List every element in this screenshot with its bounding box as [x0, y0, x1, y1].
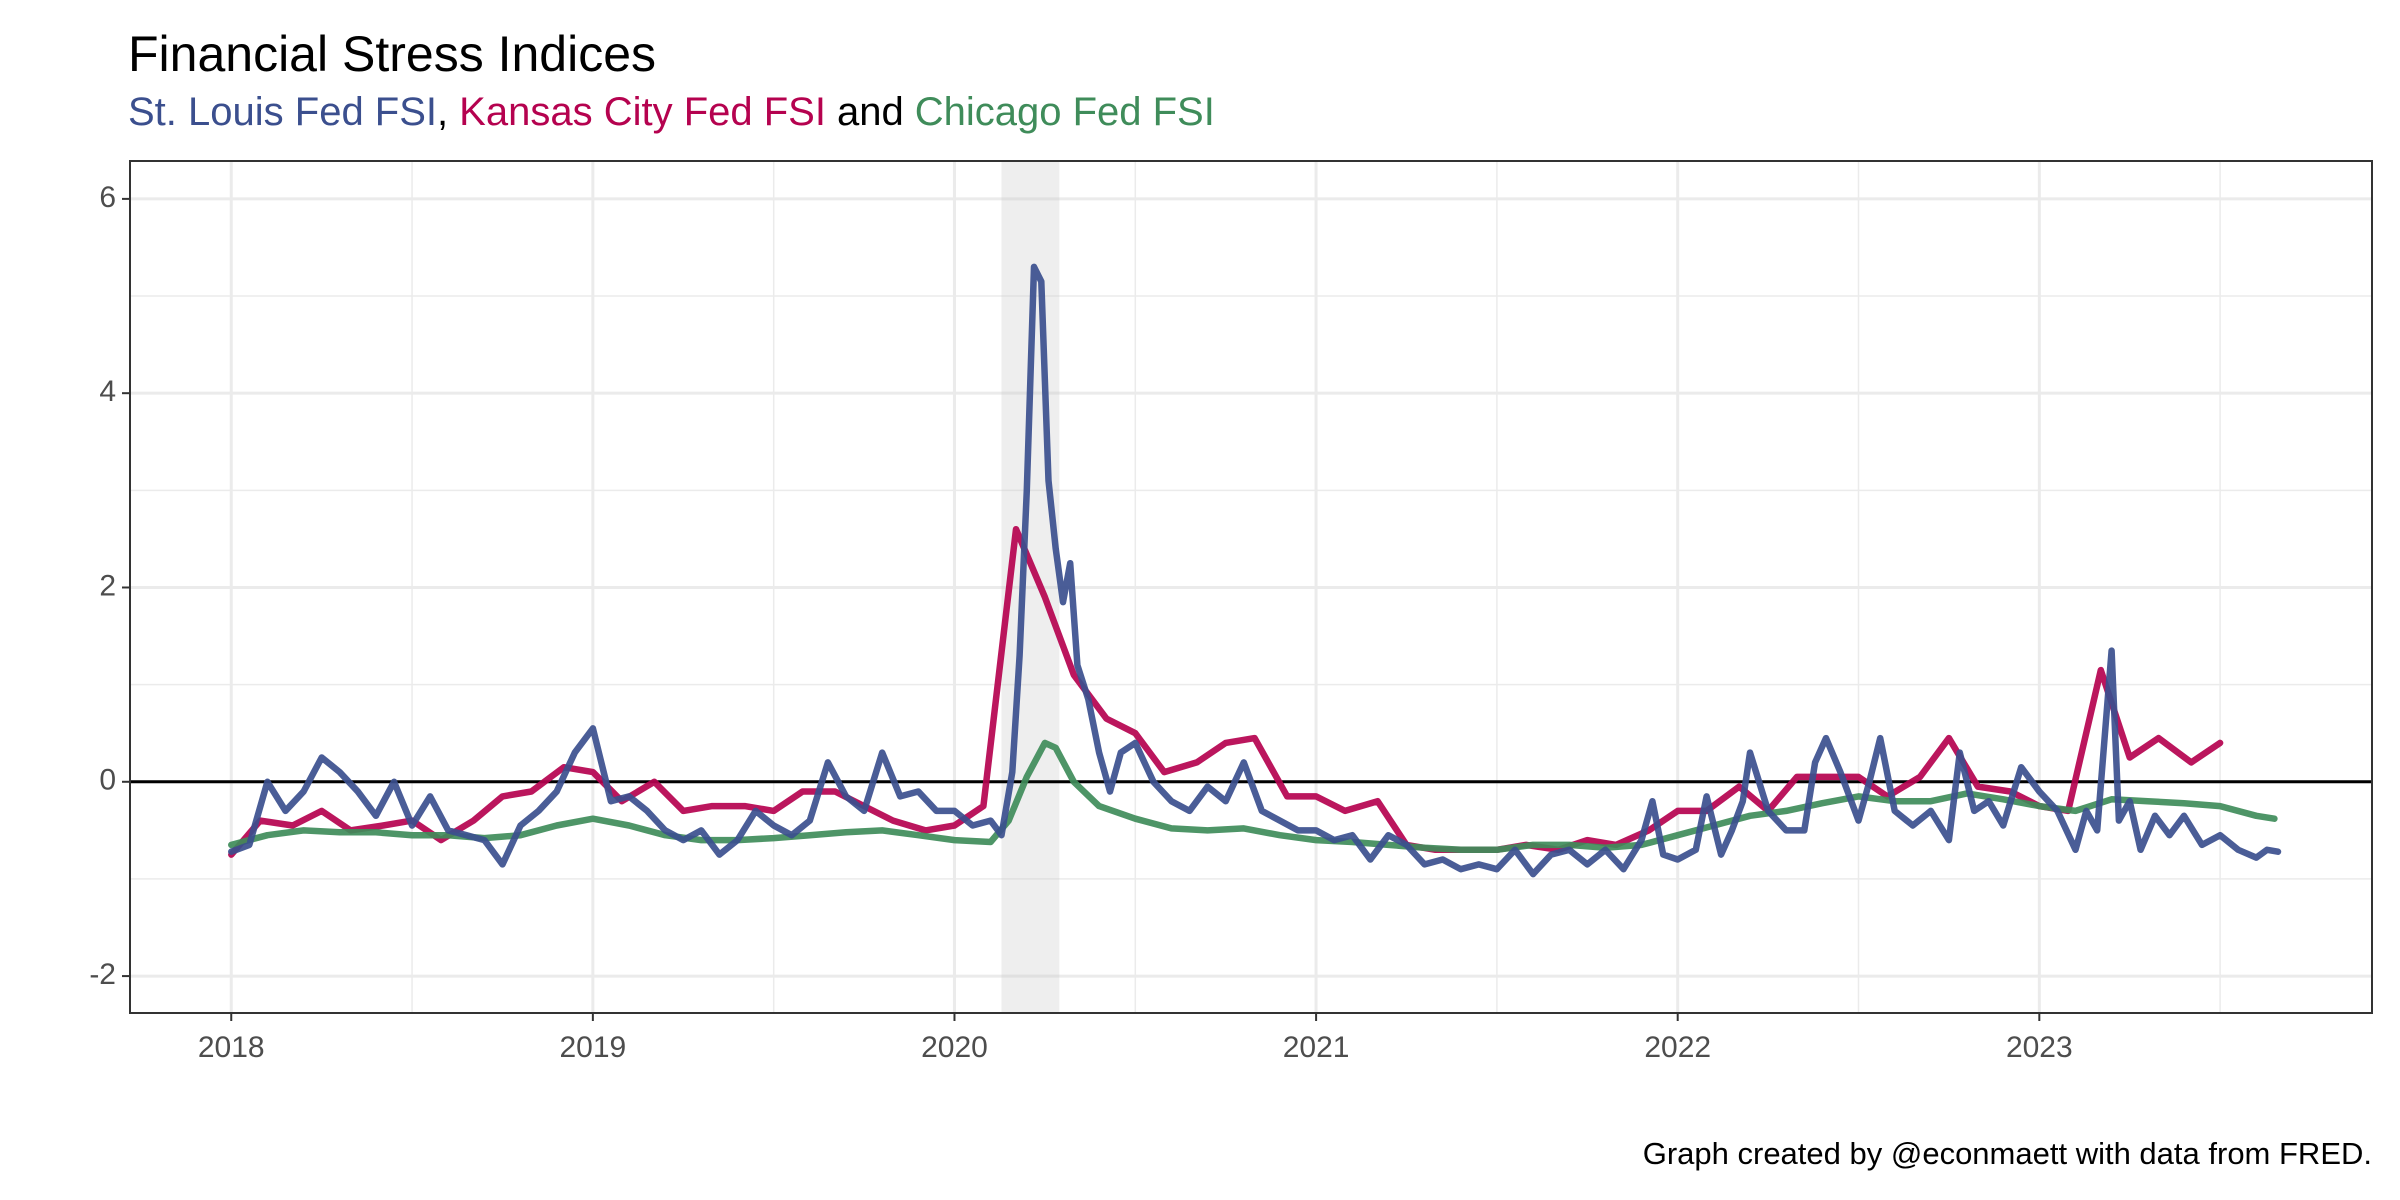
x-tick-label: 2020	[921, 1031, 988, 1064]
y-tick-label: 6	[99, 181, 116, 214]
chart-subtitle: St. Louis Fed FSI, Kansas City Fed FSI and…	[128, 90, 1215, 134]
x-tick-label: 2019	[559, 1031, 626, 1064]
series-line	[228, 263, 2282, 878]
x-tick-label: 2018	[198, 1031, 265, 1064]
x-tick-label: 2022	[1644, 1031, 1711, 1064]
y-tick-label: 4	[99, 375, 116, 408]
y-tick-label: 0	[99, 764, 116, 797]
subtitle-join: ,	[437, 90, 448, 134]
y-tick-label: 2	[99, 569, 116, 602]
legend-entry: St. Louis Fed FSI	[128, 90, 437, 134]
plot-area	[129, 160, 2373, 1014]
series-line	[228, 739, 2278, 854]
series-line	[228, 525, 2224, 858]
subtitle-join: and	[837, 90, 904, 134]
caption: Graph created by @econmaett with data fr…	[1643, 1136, 2372, 1171]
legend-entry: Kansas City Fed FSI	[459, 90, 826, 134]
legend-entry: Chicago Fed FSI	[915, 90, 1215, 134]
x-tick-label: 2021	[1283, 1031, 1350, 1064]
x-tick-label: 2023	[2006, 1031, 2073, 1064]
y-tick-label: -2	[89, 958, 116, 991]
chart-title: Financial Stress Indices	[128, 26, 656, 82]
